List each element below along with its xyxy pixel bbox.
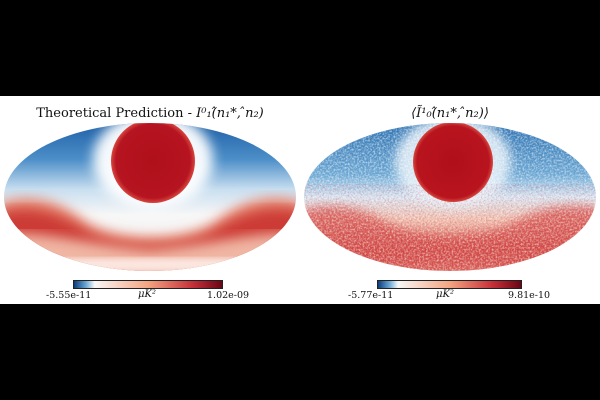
panel-theoretical: Theoretical Prediction - I⁰₁(̂n₁*, ̂n₂): [0, 96, 300, 304]
colorbar-max-label: 1.02e-09: [207, 290, 250, 301]
colorbar-estimated: -5.77e-11 μK² 9.81e-10: [300, 280, 600, 304]
colorbar-gradient: [377, 280, 522, 289]
colorbar-gradient: [73, 280, 223, 289]
panel-title: ⟨Ĩ¹₀(̂n₁*, ̂n₂)⟩: [300, 106, 600, 121]
panel-estimated: ⟨Ĩ¹₀(̂n₁*, ̂n₂)⟩: [300, 96, 600, 304]
colorbar-unit-label: μK²: [436, 289, 454, 300]
mollweide-map-estimated: [304, 123, 596, 271]
panel-title: Theoretical Prediction - I⁰₁(̂n₁*, ̂n₂): [0, 106, 300, 121]
colorbar-min-label: -5.77e-11: [348, 290, 394, 301]
title-math: I⁰₁(̂n₁*, ̂n₂): [196, 106, 264, 121]
title-math: ⟨Ĩ¹₀(̂n₁*, ̂n₂)⟩: [411, 106, 489, 121]
colorbar-min-label: -5.55e-11: [46, 290, 92, 301]
colorbar-theoretical: -5.55e-11 μK² 1.02e-09: [0, 280, 300, 304]
colorbar-max-label: 9.81e-10: [508, 290, 551, 301]
mollweide-map-theoretical: [4, 123, 296, 271]
title-text: Theoretical Prediction -: [36, 106, 197, 121]
colorbar-unit-label: μK²: [138, 289, 156, 300]
figure: Theoretical Prediction - I⁰₁(̂n₁*, ̂n₂): [0, 96, 600, 304]
